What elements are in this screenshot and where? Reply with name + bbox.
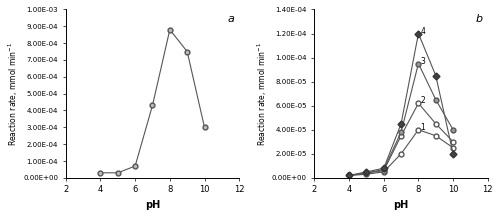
X-axis label: pH: pH [145, 200, 160, 210]
Text: a: a [227, 15, 234, 25]
Text: 2: 2 [420, 96, 425, 105]
X-axis label: pH: pH [394, 200, 408, 210]
Text: 1: 1 [420, 123, 425, 132]
Text: 3: 3 [420, 57, 425, 66]
Y-axis label: Reaction rate, mmol min$^{-1}$: Reaction rate, mmol min$^{-1}$ [256, 42, 269, 146]
Y-axis label: Reaction rate, mmol min$^{-1}$: Reaction rate, mmol min$^{-1}$ [7, 42, 20, 146]
Text: 4: 4 [420, 27, 425, 36]
Text: b: b [476, 15, 483, 25]
